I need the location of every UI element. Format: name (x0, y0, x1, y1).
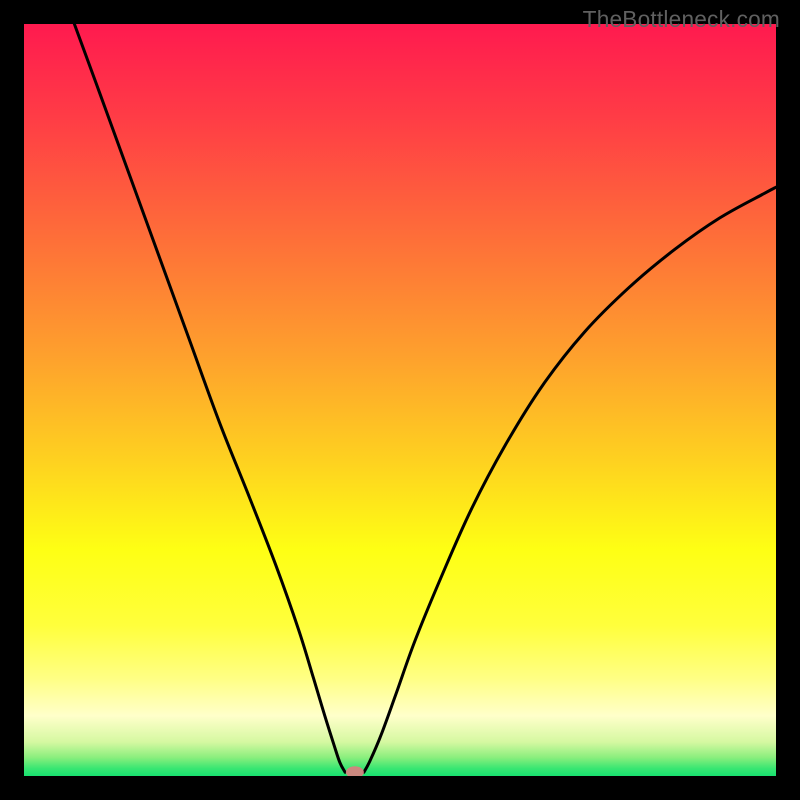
gradient-background (24, 24, 776, 776)
plot-svg (24, 24, 776, 776)
watermark-text: TheBottleneck.com (583, 6, 780, 33)
plot-area (24, 24, 776, 776)
chart-frame: TheBottleneck.com (0, 0, 800, 800)
